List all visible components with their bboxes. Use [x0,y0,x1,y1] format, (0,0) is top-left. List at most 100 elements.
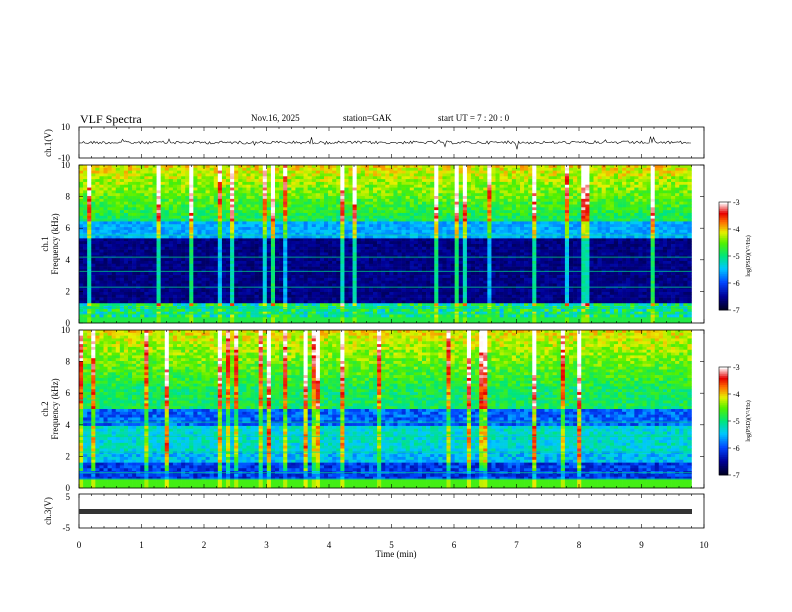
spectrogram-cell [626,167,631,171]
spectrogram-cell [552,184,558,188]
spectrogram-cell [528,249,533,253]
spectrogram-cell [209,224,215,228]
spectrogram-cell [662,241,668,245]
spectrogram-cell [581,244,586,248]
spectrogram-cell [123,201,129,205]
spectrogram-cell [393,170,398,174]
spectrogram-cell [536,196,541,200]
spectrogram-cell [115,190,121,194]
spectrogram-cell [442,196,447,200]
spectrogram-cell [291,179,296,183]
spectrogram-cell [675,165,680,169]
spectrogram-cell [589,244,594,248]
spectrogram-cell [230,210,235,214]
spectrogram-cell [479,179,484,183]
spectrogram-cell [364,176,370,180]
spectrogram-cell [426,249,431,253]
spectrogram-cell [177,210,182,214]
spectrogram-cell [454,238,460,242]
spectrogram-cell [238,201,243,205]
spectrogram-cell [569,173,574,177]
spectrogram-cell [462,227,468,231]
spectrogram-cell [585,227,590,231]
spectrogram-cell [340,232,345,236]
spectrogram-cell [348,218,353,222]
spectrogram-cell [197,184,202,188]
spectrogram-cell [360,181,366,186]
spectrogram-cell [569,184,574,188]
spectrogram-cell [79,204,84,208]
spectrogram-cell [266,249,272,253]
spectrogram-cell [164,229,170,234]
spectrogram-cell [381,235,386,239]
spectrogram-cell [164,181,170,186]
spectrogram-cell [328,218,333,222]
spectrogram-cell [609,193,615,197]
spectrogram-cell [524,221,529,225]
spectrogram-cell [164,218,170,222]
spectrogram-cell [507,198,513,202]
spectrogram-cell [364,249,370,253]
spectrogram-cell [193,167,198,171]
spectrogram-cell [87,165,92,169]
spectrogram-cell [528,173,533,177]
spectrogram-cell [589,184,594,188]
spectrogram-cell [499,187,504,191]
spectrogram-cell [675,229,680,234]
spectrogram-cell [115,201,121,205]
spectrogram-cell [475,173,480,177]
spectrogram-cell [552,252,558,256]
spectrogram-cell [275,210,280,214]
spectrogram-cell [454,167,460,171]
spectrogram-cell [160,212,166,217]
spectrogram-cell [324,187,329,191]
spectrogram-cell [630,218,635,222]
spectrogram-cell [409,184,415,188]
spectrogram-cell [466,238,472,242]
spectrogram-cell [438,232,443,236]
spectrogram-cell [234,207,239,211]
spectrogram-cell [172,252,178,256]
spectrogram-cell [564,190,570,194]
spectrogram-cell [193,235,198,239]
spectrogram-cell [328,241,333,245]
spectrogram-cell [622,241,627,245]
spectrogram-cell [675,221,680,225]
spectrogram-cell [532,218,537,222]
spectrogram-cell [528,176,533,180]
spectrogram-cell [83,207,88,211]
spectrogram-cell [475,229,480,234]
spectrogram-cell [319,212,325,217]
spectrogram-cell [544,170,549,174]
spectrogram-cell [548,235,553,239]
spectrogram-cell [164,190,170,194]
spectrogram-cell [552,241,558,245]
spectrogram-cell [356,244,362,248]
spectrogram-cell [475,249,480,253]
spectrogram-cell [311,170,317,174]
spectrogram-cell [552,207,558,211]
spectrogram-cell [458,170,464,174]
spectrogram-cell [507,170,513,174]
spectrogram-cell [548,215,553,219]
spectrogram-cell [581,190,586,194]
spectrogram-cell [91,170,96,174]
spectrogram-cell [630,165,635,169]
spectrogram-cell [499,196,504,200]
spectrogram-cell [618,241,623,245]
spectrogram-cell [679,198,684,202]
spectrogram-cell [193,187,198,191]
spectrogram-cell [197,229,202,234]
spectrogram-cell [340,252,345,256]
spectrogram-cell [119,204,125,208]
spectrogram-cell [115,246,121,250]
spectrogram-cell [671,196,676,200]
spectrogram-cell [536,229,541,234]
spectrogram-cell [99,165,104,169]
spectrogram-cell [193,176,198,180]
spectrogram-cell [246,173,251,177]
spectrogram-cell [103,176,108,180]
spectrogram-cell [515,249,521,253]
spectrogram-cell [275,235,280,239]
